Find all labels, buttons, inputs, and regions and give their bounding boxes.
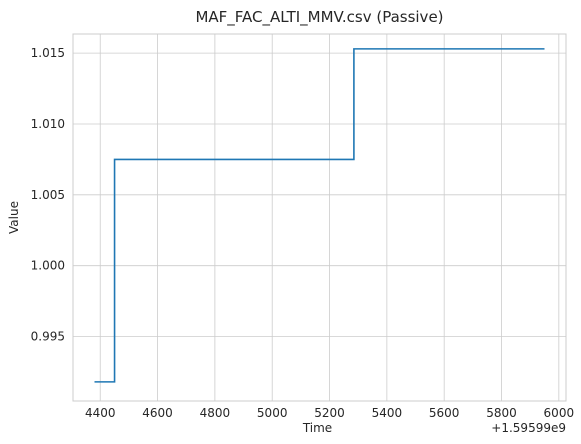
x-tick-label: 5600 bbox=[429, 406, 460, 420]
y-tick-label: 1.015 bbox=[31, 46, 65, 60]
y-tick-label: 1.000 bbox=[31, 259, 65, 273]
x-tick-label: 5800 bbox=[486, 406, 517, 420]
plot-frame bbox=[72, 33, 567, 402]
x-axis-label: Time bbox=[302, 421, 332, 435]
series-layer bbox=[94, 48, 545, 383]
x-tick-label: 5200 bbox=[314, 406, 345, 420]
y-axis-label: Value bbox=[7, 201, 21, 234]
series-line bbox=[94, 48, 545, 383]
y-tick-label: 1.010 bbox=[31, 117, 65, 131]
x-tick-label: 4400 bbox=[85, 406, 116, 420]
x-tick-label: 6000 bbox=[544, 406, 575, 420]
x-tick-label: 4800 bbox=[200, 406, 231, 420]
x-axis-offset-label: +1.59599e9 bbox=[491, 421, 566, 435]
y-tick-label: 0.995 bbox=[31, 330, 65, 344]
chart-title: MAF_FAC_ALTI_MMV.csv (Passive) bbox=[195, 8, 443, 27]
x-tick-labels: 4400 4600 4800 5000 5200 5400 5600 5800 6000 bbox=[85, 406, 574, 420]
y-tick-label: 1.005 bbox=[31, 188, 65, 202]
x-tick-label: 4600 bbox=[142, 406, 173, 420]
y-tick-labels: 0.995 1.000 1.005 1.010 1.015 bbox=[31, 46, 65, 343]
x-tick-label: 5400 bbox=[372, 406, 403, 420]
x-tick-label: 5000 bbox=[257, 406, 288, 420]
grid bbox=[73, 34, 566, 401]
